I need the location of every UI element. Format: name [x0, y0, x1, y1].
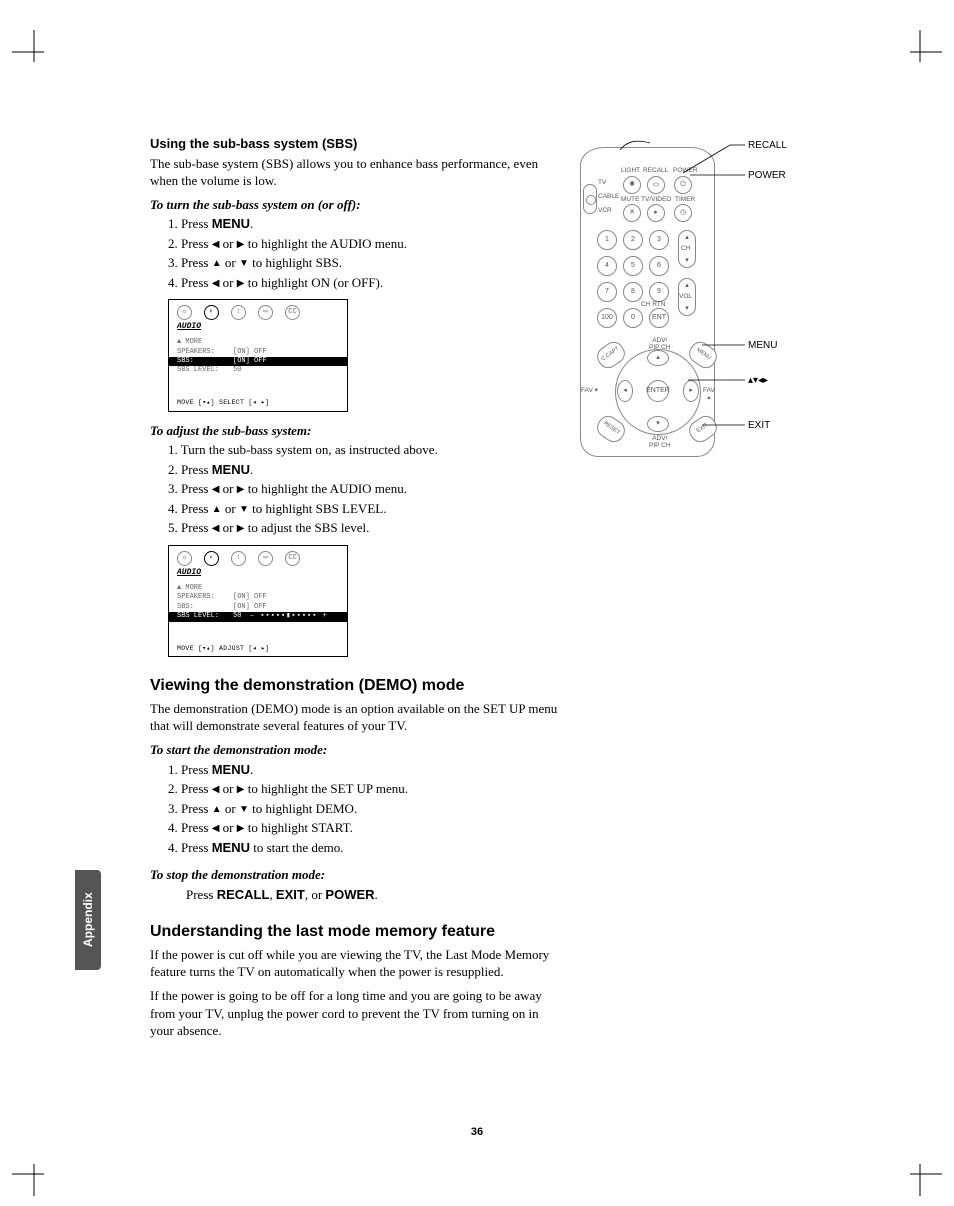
demo-stop-line: Press RECALL, EXIT, or POWER.	[150, 886, 560, 904]
step: 2. Press ◀ or ▶ to highlight the AUDIO m…	[168, 235, 560, 253]
num-8-button[interactable]: 8	[623, 282, 643, 302]
num-0-button[interactable]: 0	[623, 308, 643, 328]
callout-arrows: ▴▾◂▸	[748, 374, 768, 388]
nav-left-button[interactable]: ◂	[617, 380, 633, 402]
osd-footer: MOVE [▾▴] SELECT [◂ ▸]	[169, 396, 347, 411]
label-ch: CH	[681, 246, 690, 253]
remote-body: LIGHT RECALL POWER ✺ ▭ ⏻ MUTE TV/VIDEO T…	[580, 147, 715, 457]
nav-up-button[interactable]: ▴	[647, 350, 669, 366]
step: 1. Press MENU.	[168, 215, 560, 233]
demo-intro: The demonstration (DEMO) mode is an opti…	[150, 700, 560, 735]
callout-power: POWER	[748, 169, 786, 183]
sbs-lead1: To turn the sub-bass system on (or off):	[150, 196, 560, 214]
step: 4. Press ◀ or ▶ to highlight START.	[168, 819, 560, 837]
label-recall: RECALL	[643, 168, 668, 175]
remote-diagram: LIGHT RECALL POWER ✺ ▭ ⏻ MUTE TV/VIDEO T…	[570, 135, 800, 455]
label-advpip2: ADV/ PIP CH	[649, 436, 671, 449]
label-power: POWER	[673, 168, 698, 175]
osd-tab-icon: ↕	[231, 305, 246, 320]
step: 2. Press MENU.	[168, 461, 560, 479]
sbs-intro: The sub-base system (SBS) allows you to …	[150, 155, 560, 190]
osd-title: AUDIO	[169, 322, 347, 336]
nav-disc: ADV/ PIP CH ENTER ▴ ▾ ◂ ▸ C.CAPT MENU RE…	[603, 346, 713, 446]
step: 4. Press ◀ or ▶ to highlight ON (or OFF)…	[168, 274, 560, 292]
osd-tab-icon: ▭	[258, 305, 273, 320]
label-timer: TIMER	[675, 197, 695, 204]
light-button[interactable]: ✺	[623, 176, 641, 194]
nav-down-button[interactable]: ▾	[647, 416, 669, 432]
num-3-button[interactable]: 3	[649, 230, 669, 250]
lastmode-p2: If the power is going to be off for a lo…	[150, 987, 560, 1040]
step: 1. Turn the sub-bass system on, as instr…	[168, 441, 560, 459]
sbs-heading: Using the sub-bass system (SBS)	[150, 135, 560, 153]
osd-sbs: ☼ ◐ ↕ ▭ CC AUDIO ▲ MORE SPEAKERS:[ON] OF…	[168, 299, 348, 411]
callout-exit: EXIT	[748, 419, 770, 433]
num-7-button[interactable]: 7	[597, 282, 617, 302]
osd-sbs-level: ☼ ◐ ↕ ▭ CC AUDIO ▲ MORE SPEAKERS:[ON] OF…	[168, 545, 348, 657]
label-vol: VOL	[679, 294, 692, 301]
switch-vcr: VCR	[598, 208, 612, 215]
page-number: 36	[0, 1125, 954, 1140]
step: 3. Press ▲ or ▼ to highlight DEMO.	[168, 800, 560, 818]
recall-button[interactable]: ▭	[647, 176, 665, 194]
sbs-lead2: To adjust the sub-bass system:	[150, 422, 560, 440]
sbs-steps1: 1. Press MENU. 2. Press ◀ or ▶ to highli…	[150, 215, 560, 291]
num-9-button[interactable]: 9	[649, 282, 669, 302]
num-100-button[interactable]: 100	[597, 308, 617, 328]
demo-heading: Viewing the demonstration (DEMO) mode	[150, 675, 560, 697]
label-light: LIGHT	[621, 168, 640, 175]
timer-button[interactable]: ◷	[674, 204, 692, 222]
osd-tab-icon: ↕	[231, 551, 246, 566]
sbs-steps2: 1. Turn the sub-bass system on, as instr…	[150, 441, 560, 537]
step: 2. Press ◀ or ▶ to highlight the SET UP …	[168, 780, 560, 798]
lastmode-heading: Understanding the last mode memory featu…	[150, 921, 560, 943]
num-5-button[interactable]: 5	[623, 256, 643, 276]
osd-tab-cc-icon: CC	[285, 551, 300, 566]
lastmode-p1: If the power is cut off while you are vi…	[150, 946, 560, 981]
osd-tab-audio-icon: ◐	[204, 305, 219, 320]
tvvideo-button[interactable]: ▸	[647, 204, 665, 222]
osd-tab-icon: ▭	[258, 551, 273, 566]
callout-menu: MENU	[748, 339, 777, 353]
step: 5. Press ◀ or ▶ to adjust the SBS level.	[168, 519, 560, 537]
demo-lead2: To stop the demonstration mode:	[150, 866, 560, 884]
osd-footer: MOVE [▾▴] ADJUST [◂ ▸]	[169, 642, 347, 657]
osd-tab-icon: ☼	[177, 305, 192, 320]
label-favr: FAV ▴	[703, 388, 715, 401]
osd-tab-cc-icon: CC	[285, 305, 300, 320]
num-4-button[interactable]: 4	[597, 256, 617, 276]
osd-tab-icon: ☼	[177, 551, 192, 566]
num-6-button[interactable]: 6	[649, 256, 669, 276]
enter-button[interactable]: ENTER	[647, 380, 669, 402]
label-chrtn: CH RTN	[641, 302, 665, 309]
num-2-button[interactable]: 2	[623, 230, 643, 250]
step: 4. Press MENU to start the demo.	[168, 839, 560, 857]
label-favl: FAV ▾	[581, 388, 598, 395]
label-mute: MUTE	[621, 197, 639, 204]
ent-button[interactable]: ENT	[649, 308, 669, 328]
callout-recall: RECALL	[748, 139, 787, 153]
mute-button[interactable]: ✕	[623, 204, 641, 222]
demo-steps: 1. Press MENU. 2. Press ◀ or ▶ to highli…	[150, 761, 560, 857]
step: 3. Press ◀ or ▶ to highlight the AUDIO m…	[168, 480, 560, 498]
step: 4. Press ▲ or ▼ to highlight SBS LEVEL.	[168, 500, 560, 518]
osd-title: AUDIO	[169, 568, 347, 582]
switch-cable: CABLE	[598, 194, 619, 201]
power-button[interactable]: ⏻	[674, 176, 692, 194]
label-tvvideo: TV/VIDEO	[641, 197, 671, 204]
side-tab: Appendix	[75, 870, 101, 970]
nav-right-button[interactable]: ▸	[683, 380, 699, 402]
demo-lead1: To start the demonstration mode:	[150, 741, 560, 759]
num-1-button[interactable]: 1	[597, 230, 617, 250]
step: 3. Press ▲ or ▼ to highlight SBS.	[168, 254, 560, 272]
osd-tab-audio-icon: ◐	[204, 551, 219, 566]
mode-switch[interactable]	[583, 184, 597, 214]
side-tab-label: Appendix	[80, 893, 96, 948]
step: 1. Press MENU.	[168, 761, 560, 779]
switch-tv: TV	[598, 180, 606, 187]
